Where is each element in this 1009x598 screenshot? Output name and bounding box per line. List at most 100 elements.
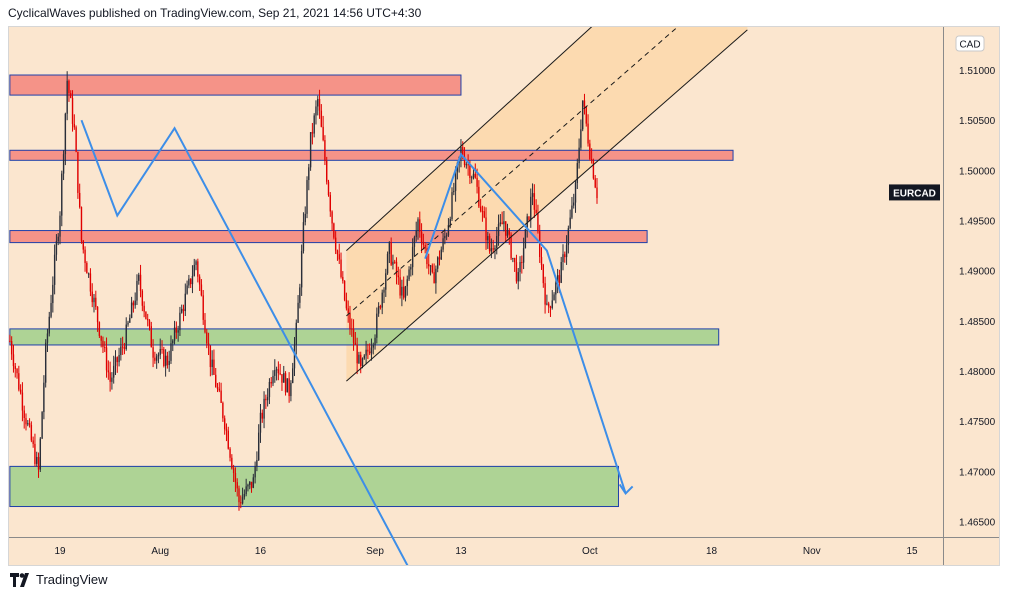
candle-body (360, 354, 362, 366)
candle-body (343, 280, 346, 300)
candle-body (522, 248, 525, 263)
candle-body (231, 457, 233, 469)
candle-body (292, 368, 294, 383)
candle-body (198, 276, 201, 285)
candle-body (30, 424, 33, 441)
plot-background (9, 27, 943, 537)
candle-body (209, 345, 212, 368)
candle-body (234, 472, 237, 483)
candle-body (377, 306, 380, 314)
candle-body (18, 373, 20, 390)
candle-body (147, 318, 149, 321)
candle-body (275, 369, 278, 371)
candle-body (354, 342, 357, 345)
candle-body (229, 448, 231, 458)
candle-body (64, 113, 67, 155)
candle-body (422, 242, 425, 245)
candle-body (123, 346, 126, 350)
candle-body (540, 257, 543, 265)
candle-body (238, 488, 240, 503)
candle-body (503, 221, 505, 225)
resistance-zone-1 (9, 74, 462, 96)
candle-body (420, 231, 423, 243)
y-tick-label: 1.51000 (959, 66, 996, 77)
candle-body (257, 432, 260, 461)
currency-label: CAD (959, 40, 980, 51)
tradingview-logo-icon[interactable] (10, 572, 32, 587)
currency-badge[interactable] (955, 35, 985, 52)
candle-body (93, 297, 95, 303)
candle-body (521, 262, 523, 264)
candle-body (155, 356, 158, 361)
candle-body (433, 272, 435, 284)
candle-body (132, 302, 135, 306)
candle-body (279, 373, 281, 375)
chart-area[interactable]: 1.51000 1.50500 1.50000 1.49500 1.49000 1.485… (8, 26, 1000, 566)
candle-body (537, 212, 539, 232)
candle-body (136, 280, 138, 301)
candle-body (358, 354, 360, 364)
price-chart[interactable]: 1.51000 1.50500 1.50000 1.49500 1.49000 1.485… (9, 27, 999, 565)
candle-body (435, 268, 437, 284)
candle-body (485, 217, 487, 241)
candle-body (449, 219, 451, 225)
candle-body (116, 357, 118, 363)
candle-body (274, 369, 276, 376)
candle-body (508, 230, 510, 235)
candle-body (34, 443, 36, 464)
candle-body (342, 276, 344, 281)
channel-upper-line (346, 27, 593, 251)
candle-body (479, 206, 482, 212)
candle-body (118, 355, 120, 363)
candle-body (374, 337, 376, 345)
candle-body (524, 229, 527, 249)
candle-body (487, 236, 489, 241)
candle-body (86, 263, 88, 274)
candle-body (227, 430, 229, 449)
channel-mid-line (346, 27, 679, 317)
candle-body (107, 370, 110, 373)
y-tick-label: 1.46500 (959, 518, 996, 529)
candle-body (415, 230, 417, 238)
candle-body (39, 438, 42, 470)
candle-body (268, 381, 271, 398)
candle-body (547, 303, 550, 307)
candle-body (55, 241, 58, 255)
candle-body (166, 355, 169, 366)
candle-body (390, 242, 392, 265)
candle-body (193, 264, 195, 276)
candle-body (481, 211, 484, 213)
candle-body (77, 151, 79, 193)
candle-body (551, 300, 553, 308)
candle-body (121, 346, 124, 348)
y-tick-label: 1.47500 (959, 417, 996, 428)
footer: TradingView (10, 572, 108, 587)
candle-body (299, 287, 301, 303)
candle-body (66, 80, 68, 114)
candle-body (27, 423, 29, 425)
candle-body (270, 381, 272, 384)
candle-body (411, 246, 414, 268)
candle-body (590, 158, 593, 161)
candle-body (533, 193, 536, 210)
tradingview-brand-label[interactable]: TradingView (36, 572, 108, 587)
candle-body (338, 254, 340, 260)
candle-body (19, 389, 22, 393)
candle-body (574, 183, 577, 203)
candle-body (52, 284, 54, 304)
candle-body (417, 219, 419, 231)
candle-body (474, 173, 476, 178)
candle-body (16, 368, 18, 374)
candle-body (44, 342, 47, 383)
candle-body (50, 303, 52, 317)
candle-body (501, 222, 503, 225)
candle-body (68, 80, 70, 94)
candle-body (141, 291, 144, 306)
price-axis-background (943, 27, 999, 565)
candle-body (148, 320, 151, 327)
candle-body (143, 305, 145, 312)
candle-body (184, 293, 186, 312)
candle-body (28, 423, 31, 425)
candle-body (249, 481, 251, 485)
candle-body (247, 484, 249, 487)
